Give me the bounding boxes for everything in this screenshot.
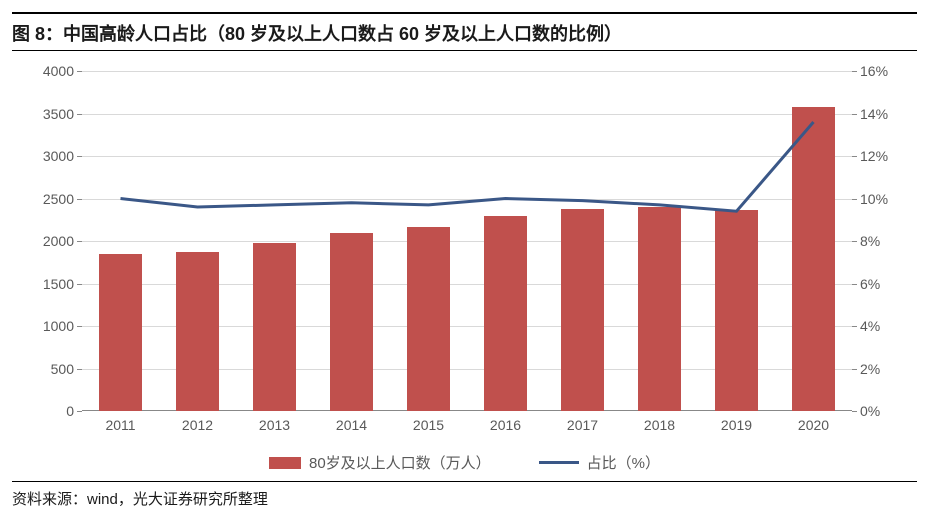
plot-area: 050010001500200025003000350040000%2%4%6%…	[82, 71, 852, 411]
legend-item-line: 占比（%）	[539, 452, 660, 473]
y-left-tick-label: 2000	[22, 233, 82, 249]
x-tick-label: 2015	[413, 411, 444, 433]
x-tick-label: 2018	[644, 411, 675, 433]
chart-area: 0 500 1000 1500 2000 2500 3000 3500 4000 0% 2% 4% 6%…	[12, 51, 917, 481]
y-right-tick-label: 12%	[852, 148, 902, 164]
y-left-tick-label: 500	[22, 361, 82, 377]
legend-item-bar: 80岁及以上人口数（万人）	[269, 452, 491, 473]
y-right-tick-label: 0%	[852, 403, 902, 419]
x-tick-label: 2014	[336, 411, 367, 433]
source-row: 资料来源：wind，光大证券研究所整理	[12, 481, 917, 509]
y-left-tick-label: 1000	[22, 318, 82, 334]
legend-swatch-line	[539, 461, 579, 464]
source-text: 资料来源：wind，光大证券研究所整理	[12, 491, 268, 508]
line-series	[82, 71, 852, 411]
legend-label-bar: 80岁及以上人口数（万人）	[309, 452, 491, 473]
y-right-tick-label: 16%	[852, 63, 902, 79]
legend: 80岁及以上人口数（万人） 占比（%）	[12, 452, 917, 473]
y-right-tick-label: 4%	[852, 318, 902, 334]
x-tick-label: 2017	[567, 411, 598, 433]
x-tick-label: 2016	[490, 411, 521, 433]
x-tick-label: 2012	[182, 411, 213, 433]
figure-container: 图 8：中国高龄人口占比（80 岁及以上人口数占 60 岁及以上人口数的比例） …	[12, 12, 917, 509]
x-tick-label: 2011	[105, 411, 135, 433]
y-left-tick-label: 0	[22, 403, 82, 419]
line-path	[121, 122, 814, 211]
y-right-tick-label: 14%	[852, 106, 902, 122]
y-right-tick-label: 10%	[852, 191, 902, 207]
y-right-tick-label: 2%	[852, 361, 902, 377]
y-left-tick-label: 3000	[22, 148, 82, 164]
title-row: 图 8：中国高龄人口占比（80 岁及以上人口数占 60 岁及以上人口数的比例）	[12, 12, 917, 51]
figure-title: 图 8：中国高龄人口占比（80 岁及以上人口数占 60 岁及以上人口数的比例）	[12, 24, 622, 44]
y-left-tick-label: 4000	[22, 63, 82, 79]
x-tick-label: 2019	[721, 411, 752, 433]
y-left-tick-label: 1500	[22, 276, 82, 292]
legend-label-line: 占比（%）	[587, 452, 660, 473]
y-right-tick-label: 8%	[852, 233, 902, 249]
y-right-tick-label: 6%	[852, 276, 902, 292]
y-left-tick-label: 2500	[22, 191, 82, 207]
x-tick-label: 2020	[798, 411, 829, 433]
legend-swatch-bar	[269, 457, 301, 469]
x-tick-label: 2013	[259, 411, 290, 433]
y-left-tick-label: 3500	[22, 106, 82, 122]
